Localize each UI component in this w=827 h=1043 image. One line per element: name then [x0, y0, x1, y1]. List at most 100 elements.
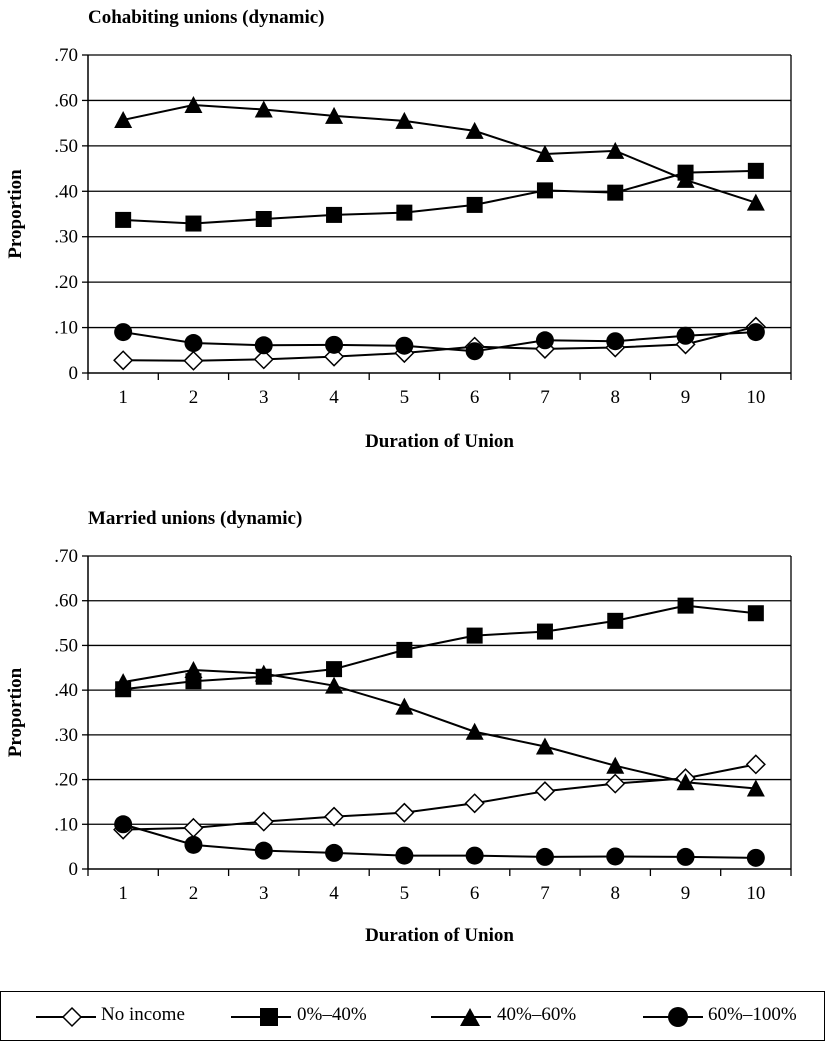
- c0-point-0-40-8: [607, 184, 624, 201]
- c0-ytick-label-4: .40: [54, 181, 78, 202]
- c1-point-40-60-3: [254, 664, 273, 682]
- c1-series-line-60-100: [122, 823, 756, 859]
- c1-ytick-label-7: .70: [54, 546, 78, 567]
- c1-point-0-40-5: [396, 641, 413, 658]
- c1-point-0-40-4: [326, 661, 343, 678]
- c1-point-0-40-9: [677, 597, 694, 614]
- c1-ytick-label-1: .10: [54, 814, 78, 835]
- c0-xtick-label-0: 1: [118, 387, 128, 408]
- c0-ytick-label-6: .60: [54, 90, 78, 111]
- legend-label-40-60: 40%–60%: [497, 1004, 577, 1025]
- c1-point-60-100-10: [746, 848, 765, 867]
- c0-point-40-60-2: [184, 95, 203, 113]
- c0-point-40-60-8: [606, 141, 625, 159]
- c0-point-0-40-1: [115, 211, 132, 228]
- charts-canvas: 0.10.20.30.40.50.60.701 2 3 4 5 6 7 8 9 10Duratio…: [5, 45, 792, 946]
- c1-ytick-label-5: .50: [54, 635, 78, 656]
- c1-point-no-income-2: [183, 817, 204, 838]
- legend-diamond-icon: [61, 1006, 83, 1028]
- c0-point-40-60-9: [676, 170, 695, 188]
- c1-point-no-income-5: [394, 802, 415, 823]
- c0-ytick-label-5: .50: [54, 136, 78, 157]
- c0-xtick-label-4: 5: [400, 387, 410, 408]
- c1-point-40-60-2: [184, 661, 203, 679]
- chart-title-married: Married unions (dynamic): [88, 508, 303, 529]
- chart-title-cohabiting: Cohabiting unions (dynamic): [88, 7, 325, 28]
- c0-point-40-60-10: [746, 193, 765, 211]
- c1-point-60-100-7: [535, 847, 554, 866]
- c1-point-0-40-7: [536, 623, 553, 640]
- c0-point-60-100-6: [465, 342, 484, 361]
- c1-point-60-100-9: [676, 847, 695, 866]
- c1-point-40-60-6: [465, 722, 484, 740]
- legend-label-0-40: 0%–40%: [297, 1004, 367, 1025]
- c1-xtick-label-6: 7: [540, 883, 550, 904]
- c0-series-line-40-60: [122, 103, 757, 204]
- c1-point-40-60-5: [395, 697, 414, 715]
- c0-point-60-100-7: [535, 331, 554, 350]
- c1-point-40-60-9: [676, 773, 695, 791]
- c1-xtick-label-8: 9: [681, 883, 691, 904]
- c1-point-no-income-6: [464, 793, 485, 814]
- c0-xtick-label-3: 4: [329, 387, 339, 408]
- c0-point-60-100-5: [395, 336, 414, 355]
- c0-point-60-100-10: [746, 323, 765, 342]
- legend: No income 0%–40% 40%–60% 60%–100%: [0, 991, 825, 1041]
- c1-ytick-label-0: 0: [69, 859, 79, 880]
- c0-point-0-40-2: [185, 215, 202, 232]
- c1-point-60-100-4: [325, 843, 344, 862]
- c1-xtick-label-3: 4: [329, 883, 339, 904]
- c0-xtick-label-8: 9: [681, 387, 691, 408]
- c0-point-40-60-5: [395, 111, 414, 129]
- c0-ytick-label-1: .10: [54, 318, 78, 339]
- c1-point-no-income-8: [605, 773, 626, 794]
- c0-point-60-100-8: [606, 332, 625, 351]
- c0-series-line-0-40: [123, 169, 756, 225]
- c0-point-no-income-1: [113, 350, 134, 371]
- c0-point-0-40-7: [536, 182, 553, 199]
- c1-point-40-60-7: [535, 737, 554, 755]
- c0-point-no-income-3: [253, 349, 274, 370]
- c0-point-40-60-6: [465, 121, 484, 139]
- c1-xtick-label-2: 3: [259, 883, 269, 904]
- c1-point-60-100-1: [114, 815, 133, 834]
- c0-point-0-40-5: [396, 204, 413, 221]
- c0-point-0-40-6: [466, 196, 483, 213]
- legend-label-no-income: No income: [101, 1004, 185, 1025]
- c1-series-line-0-40: [123, 604, 756, 691]
- c0-point-40-60-1: [114, 110, 133, 128]
- c1-point-0-40-6: [466, 627, 483, 644]
- c1-point-0-40-10: [747, 605, 764, 622]
- c1-point-no-income-10: [745, 754, 766, 775]
- c1-xtick-label-7: 8: [611, 883, 621, 904]
- c1-ytick-label-6: .60: [54, 591, 78, 612]
- c0-point-0-40-3: [255, 210, 272, 227]
- legend-triangle-icon: [460, 1008, 480, 1026]
- c0-point-60-100-1: [114, 323, 133, 342]
- c0-series-line-60-100: [122, 331, 756, 353]
- c0-point-40-60-3: [254, 100, 273, 118]
- c0-xtick-label-9: 10: [746, 387, 765, 408]
- c1-y-axis-title: Proportion: [5, 667, 26, 757]
- c0-y-axis-title: Proportion: [5, 169, 26, 259]
- c1-xtick-label-0: 1: [118, 883, 128, 904]
- c1-point-no-income-3: [253, 811, 274, 832]
- c0-point-40-60-4: [325, 106, 344, 124]
- c0-point-0-40-4: [326, 206, 343, 223]
- c1-series-line-no-income: [123, 763, 757, 831]
- c1-xtick-label-9: 10: [746, 883, 765, 904]
- c0-point-60-100-2: [184, 334, 203, 353]
- c1-point-40-60-4: [325, 676, 344, 694]
- c1-point-no-income-4: [323, 806, 345, 827]
- c0-point-40-60-7: [535, 145, 554, 163]
- c0-series-line-no-income: [123, 325, 757, 362]
- c1-xtick-label-4: 5: [400, 883, 410, 904]
- c0-xtick-label-6: 7: [540, 387, 550, 408]
- c1-point-40-60-8: [606, 756, 625, 774]
- c0-point-60-100-3: [254, 336, 273, 355]
- c1-point-0-40-8: [607, 612, 624, 629]
- c1-ytick-label-2: .20: [54, 770, 78, 791]
- c0-point-60-100-9: [676, 326, 695, 345]
- c0-xtick-label-5: 6: [470, 387, 480, 408]
- c1-point-60-100-3: [254, 841, 273, 860]
